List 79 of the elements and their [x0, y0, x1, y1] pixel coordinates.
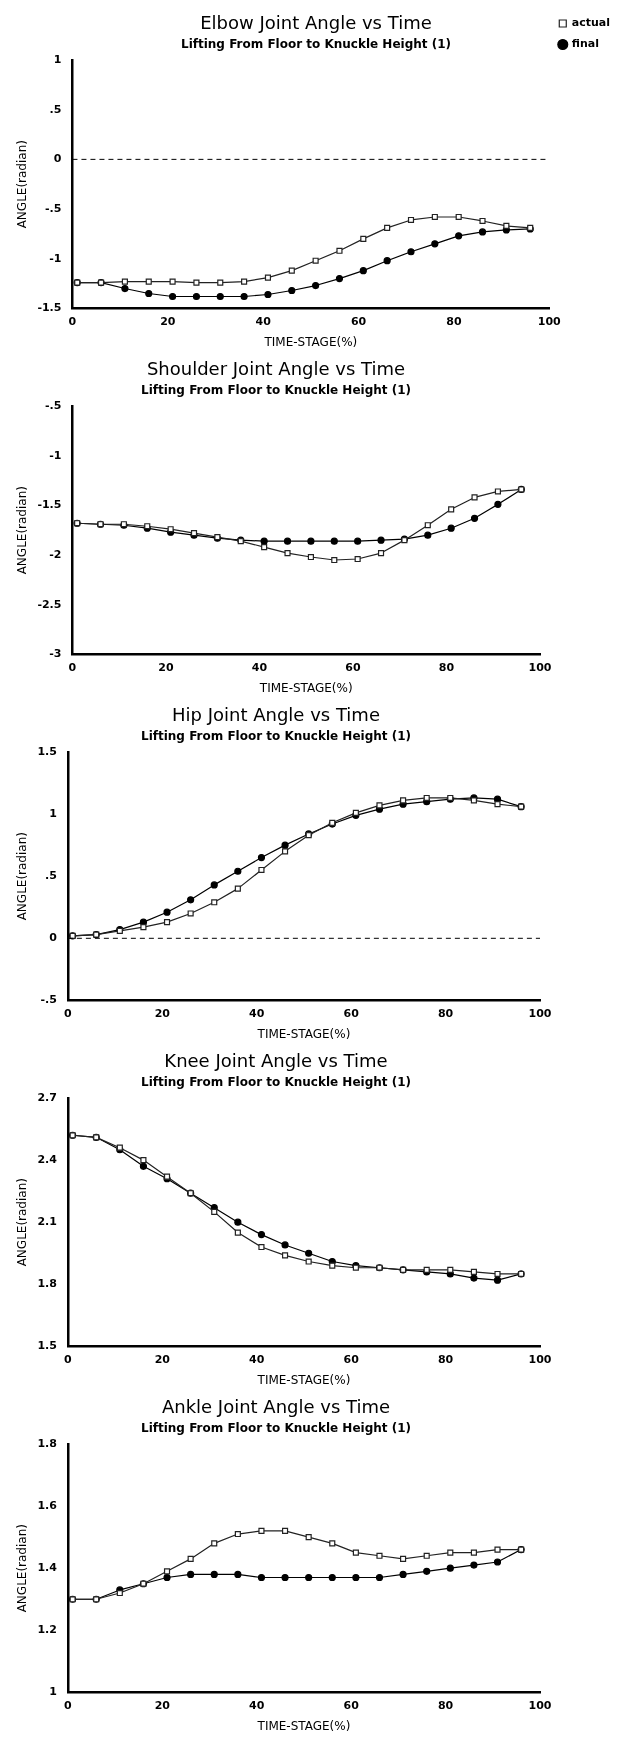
y-tick-label: 1.5 [37, 1339, 57, 1353]
chart-title: Knee Joint Angle vs Time [164, 1050, 388, 1072]
y-tick-label: -2.5 [37, 597, 62, 611]
y-tick-label: 1.6 [37, 1498, 58, 1512]
x-tick-label: 60 [343, 1352, 360, 1366]
chart-subtitle: Lifting From Floor to Knuckle Height (1) [140, 728, 412, 743]
chart-title: Elbow Joint Angle vs Time [200, 12, 432, 34]
x-axis-title: TIME-STAGE(%) [256, 1372, 351, 1387]
y-axis-title: ANGLE(radian) [15, 1178, 30, 1267]
y-tick-label: 1.8 [37, 1436, 57, 1450]
chart-subtitle: Lifting From Floor to Knuckle Height (1) [180, 36, 452, 51]
y-tick-label: 2.1 [37, 1215, 57, 1229]
x-tick-label: 100 [528, 660, 552, 674]
y-tick-label: 1 [49, 806, 57, 820]
x-axis-title: TIME-STAGE(%) [256, 1718, 351, 1733]
x-tick-label: 20 [160, 314, 176, 328]
x-tick-label: 80 [437, 1006, 454, 1020]
y-tick-label: -.5 [45, 398, 62, 412]
x-tick-label: 40 [255, 314, 272, 328]
x-tick-label: 20 [154, 1352, 171, 1366]
x-tick-label: 40 [251, 660, 268, 674]
legend-label: actual [571, 16, 611, 30]
x-tick-label: 20 [154, 1006, 171, 1020]
x-tick-label: 60 [350, 314, 367, 328]
x-tick-label: 40 [249, 1006, 265, 1020]
y-tick-label: .5 [49, 102, 62, 116]
y-axis-title: ANGLE(radian) [15, 1524, 30, 1613]
y-tick-label: 0 [53, 152, 62, 166]
chart-subtitle: Lifting From Floor to Knuckle Height (1) [140, 1074, 412, 1089]
y-tick-label: 2.7 [37, 1090, 57, 1104]
x-tick-label: 80 [446, 314, 462, 328]
y-axis-title: ANGLE(radian) [15, 832, 30, 921]
y-tick-label: .5 [45, 869, 57, 883]
x-axis-title: TIME-STAGE(%) [256, 1026, 351, 1041]
x-tick-label: 100 [528, 1698, 552, 1712]
x-tick-label: 80 [437, 1352, 454, 1366]
chart-title: Hip Joint Angle vs Time [172, 704, 380, 726]
y-tick-label: -1.5 [37, 301, 62, 315]
x-axis-title: TIME-STAGE(%) [258, 680, 353, 695]
y-axis-title: ANGLE(radian) [15, 140, 30, 229]
y-tick-label: -1 [49, 448, 62, 462]
x-tick-label: 60 [345, 660, 361, 674]
y-tick-label: -2 [49, 547, 62, 561]
y-tick-label: -1 [49, 251, 62, 265]
x-tick-label: 20 [154, 1698, 171, 1712]
x-tick-label: 60 [343, 1006, 360, 1020]
legend-label: final [571, 37, 599, 51]
y-tick-label: -3 [49, 647, 62, 661]
y-tick-label: 1.2 [37, 1623, 57, 1637]
chart-title: Shoulder Joint Angle vs Time [146, 358, 406, 380]
y-tick-label: -.5 [40, 993, 57, 1007]
y-tick-label: 1.5 [37, 744, 57, 758]
x-tick-label: 80 [438, 660, 455, 674]
y-tick-label: -1.5 [37, 498, 62, 512]
y-tick-label: 1 [53, 52, 62, 66]
y-tick-label: 1.4 [37, 1561, 58, 1575]
y-tick-label: 1 [49, 1685, 57, 1699]
y-axis-title: ANGLE(radian) [15, 486, 30, 575]
x-tick-label: 20 [158, 660, 174, 674]
x-tick-label: 60 [343, 1698, 360, 1712]
y-tick-label: 2.4 [37, 1152, 58, 1166]
x-tick-label: 100 [528, 1352, 552, 1366]
x-tick-label: 40 [249, 1352, 265, 1366]
chart-title: Ankle Joint Angle vs Time [161, 1396, 391, 1418]
x-tick-label: 100 [528, 1006, 552, 1020]
x-tick-label: 0 [64, 1352, 73, 1366]
x-tick-label: 80 [437, 1698, 454, 1712]
x-axis-title: TIME-STAGE(%) [263, 334, 358, 349]
y-tick-label: 1.8 [37, 1277, 57, 1291]
x-tick-label: 0 [68, 660, 77, 674]
y-tick-label: -.5 [45, 201, 62, 215]
chart-subtitle: Lifting From Floor to Knuckle Height (1) [140, 1420, 412, 1435]
y-tick-label: 0 [49, 931, 58, 945]
x-tick-label: 40 [249, 1698, 265, 1712]
x-tick-label: 0 [68, 314, 77, 328]
x-tick-label: 0 [64, 1698, 73, 1712]
x-tick-label: 100 [537, 314, 562, 328]
x-tick-label: 0 [64, 1006, 73, 1020]
chart-subtitle: Lifting From Floor to Knuckle Height (1) [140, 382, 412, 397]
